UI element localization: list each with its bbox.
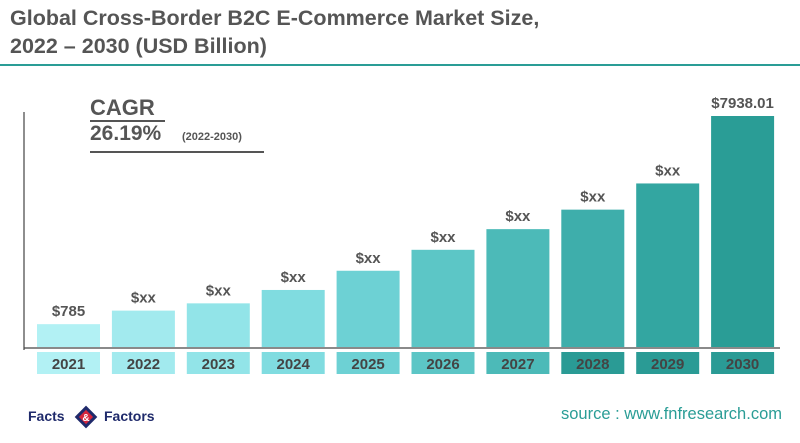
chart-title-line-2: 2022 – 2030 (USD Billion) <box>10 34 267 58</box>
tick-label-2022: 2022 <box>127 356 160 373</box>
bar-2029 <box>636 183 700 347</box>
tick-band-2029 <box>636 352 700 374</box>
bar-2027 <box>486 229 550 347</box>
tick-band-2022 <box>111 352 175 374</box>
data-label-2025: $xx <box>356 250 382 267</box>
bar-2021 <box>37 324 100 347</box>
tick-band-2024 <box>261 352 325 374</box>
data-label-2023: $xx <box>206 282 232 299</box>
cagr-label-underline <box>90 120 165 122</box>
source-credit: source : www.fnfresearch.com <box>561 405 782 423</box>
tick-label-2029: 2029 <box>651 356 684 373</box>
tick-label-2027: 2027 <box>501 356 534 373</box>
tick-band-2023 <box>186 352 250 374</box>
bar-2022 <box>111 310 175 347</box>
tick-label-2024: 2024 <box>277 356 311 373</box>
tick-label-2023: 2023 <box>202 356 235 373</box>
tick-band-2021 <box>37 352 100 374</box>
tick-band-2027 <box>486 352 550 374</box>
data-label-2029: $xx <box>655 162 681 179</box>
bar-2028 <box>561 209 625 347</box>
data-label-2026: $xx <box>430 229 456 246</box>
data-label-2027: $xx <box>505 208 531 225</box>
chart-title: Global Cross-Border B2C E-Commerce Marke… <box>10 4 790 60</box>
tick-label-2030: 2030 <box>726 356 759 373</box>
tick-band-2030 <box>711 352 775 374</box>
title-divider <box>0 64 800 66</box>
data-label-2024: $xx <box>281 269 307 286</box>
cagr-value-underline <box>90 151 264 153</box>
data-label-2022: $xx <box>131 290 157 307</box>
cagr-value: 26.19% <box>90 122 162 145</box>
tick-label-2025: 2025 <box>351 356 384 373</box>
chart-title-line-1: Global Cross-Border B2C E-Commerce Marke… <box>10 6 540 30</box>
tick-label-2026: 2026 <box>426 356 459 373</box>
data-label-2021: $785 <box>52 303 85 320</box>
bar-2026 <box>411 249 475 347</box>
tick-band-2026 <box>411 352 475 374</box>
logo-text-right: Factors <box>104 408 155 424</box>
cagr-label: CAGR <box>90 95 155 120</box>
data-label-2028: $xx <box>580 189 606 206</box>
bar-2030 <box>711 116 775 347</box>
bar-2023 <box>186 303 250 347</box>
logo-diamond-icon: & <box>74 405 98 429</box>
logo-text-left: Facts <box>28 408 65 424</box>
tick-band-2028 <box>561 352 625 374</box>
cagr-period: (2022-2030) <box>182 131 242 143</box>
data-label-2030: $7938.01 <box>711 95 774 112</box>
bar-2025 <box>336 270 400 347</box>
bar-2024 <box>261 289 325 347</box>
tick-band-2025 <box>336 352 400 374</box>
tick-label-2021: 2021 <box>52 356 85 373</box>
tick-label-2028: 2028 <box>576 356 609 373</box>
logo-mark-text: & <box>82 413 89 424</box>
